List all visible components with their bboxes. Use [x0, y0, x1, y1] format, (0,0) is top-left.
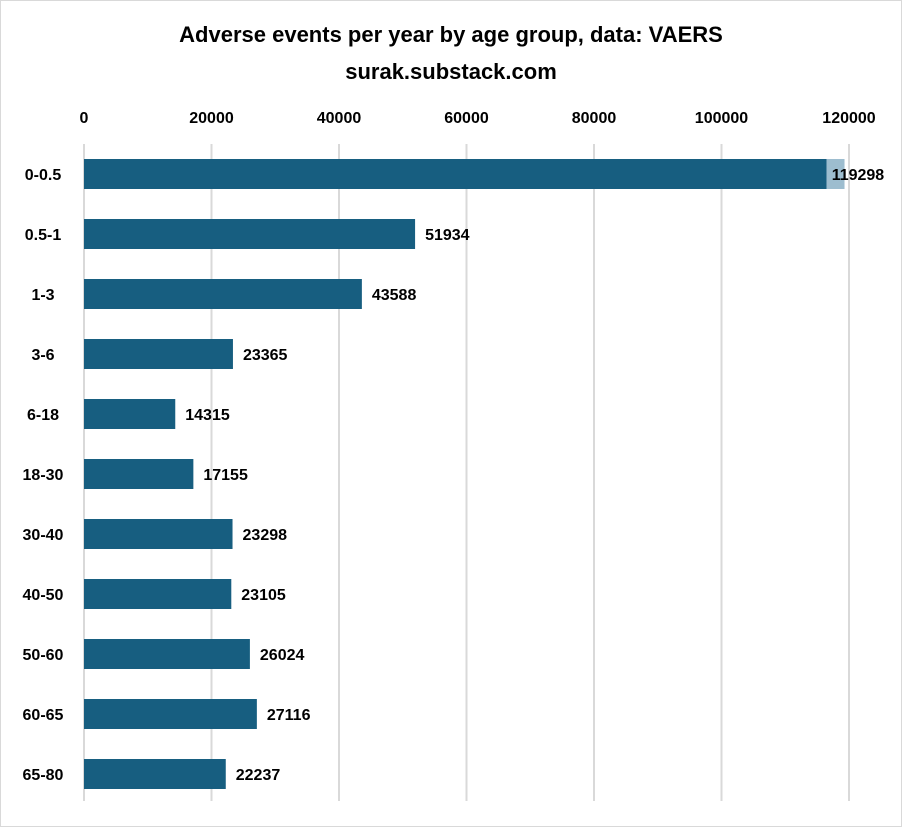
value-label: 17155	[203, 467, 248, 484]
category-label: 40-50	[23, 587, 64, 604]
bar	[84, 519, 233, 549]
bar	[84, 759, 226, 789]
category-label: 30-40	[23, 527, 64, 544]
value-label: 14315	[185, 407, 230, 424]
category-label: 60-65	[23, 707, 64, 724]
category-label: 18-30	[23, 467, 64, 484]
value-label: 51934	[425, 227, 470, 244]
bar	[84, 579, 232, 609]
chart-subtitle: surak.substack.com	[345, 59, 557, 84]
bar	[84, 459, 194, 489]
value-label: 26024	[260, 647, 305, 664]
value-label: 27116	[267, 707, 311, 724]
x-tick-label: 20000	[189, 110, 234, 127]
bar	[84, 339, 233, 369]
category-label: 3-6	[31, 347, 54, 364]
x-tick-label: 80000	[572, 110, 617, 127]
bar	[84, 399, 176, 429]
bar	[84, 639, 250, 669]
category-label: 1-3	[31, 287, 54, 304]
value-label: 43588	[372, 287, 417, 304]
chart-title: Adverse events per year by age group, da…	[179, 22, 723, 47]
x-tick-label: 100000	[695, 110, 748, 127]
value-label: 119298	[832, 167, 885, 184]
value-label: 22237	[236, 767, 281, 784]
bar	[84, 699, 257, 729]
x-tick-label: 0	[80, 110, 89, 127]
bar	[84, 219, 416, 249]
x-tick-label: 60000	[444, 110, 489, 127]
x-tick-label: 40000	[317, 110, 362, 127]
bar	[84, 279, 362, 309]
bar	[84, 159, 827, 189]
x-tick-label: 120000	[822, 110, 875, 127]
category-label: 50-60	[23, 647, 64, 664]
value-label: 23365	[243, 347, 288, 364]
value-label: 23298	[243, 527, 288, 544]
category-label: 0.5-1	[25, 227, 62, 244]
bar-cap	[826, 159, 845, 189]
value-label: 23105	[241, 587, 286, 604]
category-label: 65-80	[23, 767, 64, 784]
category-label: 0-0.5	[25, 167, 62, 184]
category-label: 6-18	[27, 407, 59, 424]
